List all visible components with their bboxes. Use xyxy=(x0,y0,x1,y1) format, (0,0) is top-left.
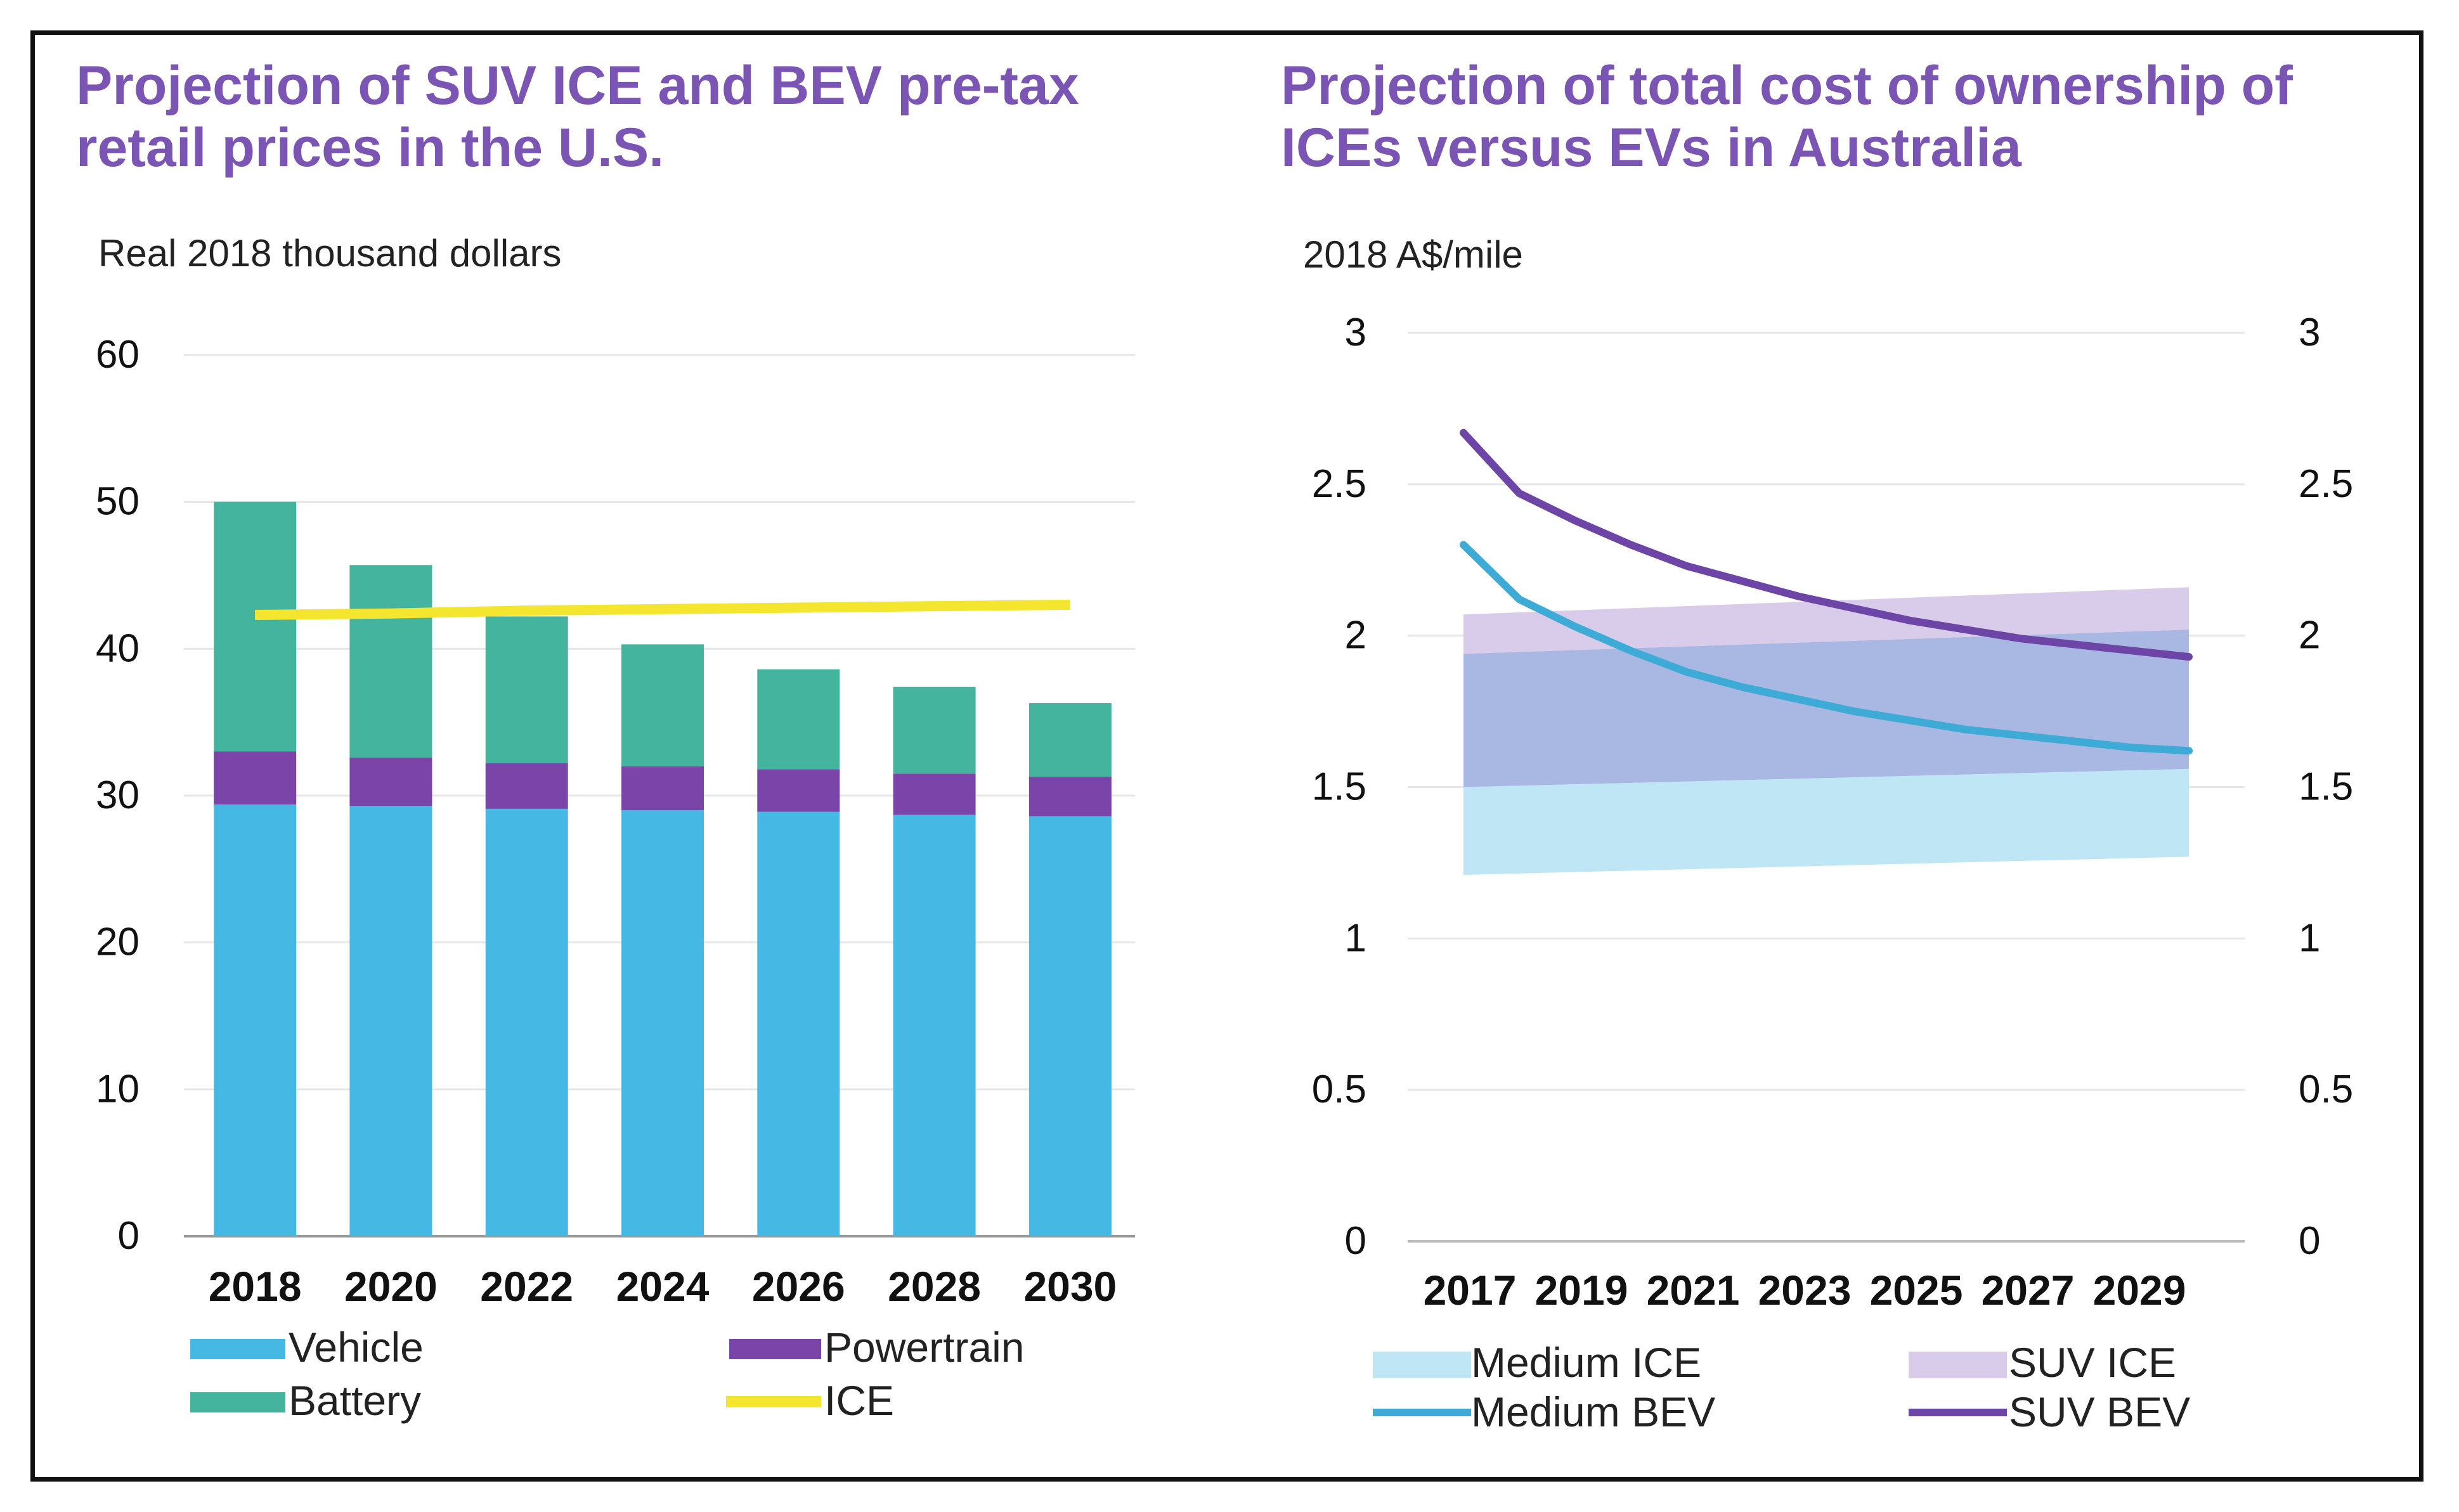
bar-segment-vehicle xyxy=(893,815,976,1236)
left-ice-line xyxy=(255,599,1070,621)
right-y-tick-label-secondary: 1.5 xyxy=(2299,765,2353,809)
left-y-tick-label: 60 xyxy=(96,333,139,377)
bar-segment-battery xyxy=(757,669,840,770)
right-y-tick-label: 3 xyxy=(1345,311,1366,354)
left-y-tick-label: 40 xyxy=(96,626,139,670)
bar-segment-vehicle xyxy=(757,811,840,1236)
right-y-tick-label: 2 xyxy=(1345,614,1366,657)
legend-label-medium-ice: Medium ICE xyxy=(1471,1339,1701,1386)
legend-label-ice: ICE xyxy=(824,1377,894,1424)
right-y-tick-label: 0 xyxy=(1345,1219,1366,1263)
bar-segment-powertrain xyxy=(214,751,297,804)
left-x-tick-label: 2024 xyxy=(616,1263,710,1310)
left-x-tick-label: 2028 xyxy=(888,1263,981,1310)
bar-segment-battery xyxy=(1028,703,1112,777)
bar-segment-vehicle xyxy=(485,808,568,1236)
right-y-ticks: 0 0.5 1 1.5 2 2.5 3 xyxy=(1312,311,1366,1263)
left-y-ticks: 0 10 20 30 40 50 60 xyxy=(96,333,139,1258)
left-x-tick-label: 2030 xyxy=(1023,1263,1117,1310)
right-x-tick-label: 2019 xyxy=(1535,1267,1628,1314)
ice-line xyxy=(255,599,1070,621)
right-x-tick-label: 2023 xyxy=(1758,1267,1852,1314)
left-y-tick-label: 20 xyxy=(96,921,139,964)
legend-swatch-medium-ice xyxy=(1373,1352,1471,1378)
bar-segment-powertrain xyxy=(757,769,840,812)
legend-swatch-ice xyxy=(726,1396,821,1407)
bar-segment-powertrain xyxy=(621,766,704,811)
left-chart-title: Projection of SUV ICE and BEV pre-tax re… xyxy=(76,55,1079,178)
right-y-tick-label-secondary: 3 xyxy=(2299,311,2320,354)
left-gridlines xyxy=(184,354,1135,1237)
right-y-tick-label: 1.5 xyxy=(1312,765,1366,809)
right-x-tick-label: 2025 xyxy=(1870,1267,1963,1314)
right-y-ticks-secondary: 0 0.5 1 1.5 2 2.5 3 xyxy=(2299,311,2353,1263)
legend-swatch-vehicle xyxy=(190,1339,285,1359)
left-x-tick-label: 2026 xyxy=(752,1263,845,1310)
right-y-tick-label-secondary: 2.5 xyxy=(2299,462,2353,506)
legend-swatch-suv-bev xyxy=(1909,1409,2007,1416)
left-legend: Vehicle Powertrain Battery ICE xyxy=(190,1324,1024,1424)
left-y-tick-label: 0 xyxy=(118,1214,139,1258)
bar-segment-vehicle xyxy=(349,806,432,1236)
bar-segment-battery xyxy=(349,565,432,758)
left-x-tick-label: 2020 xyxy=(344,1263,438,1310)
left-y-tick-label: 50 xyxy=(96,480,139,524)
left-x-ticks: 2018 2020 2022 2024 2026 2028 2030 xyxy=(209,1263,1117,1310)
bar-segment-vehicle xyxy=(1028,816,1112,1236)
legend-label-powertrain: Powertrain xyxy=(824,1324,1024,1371)
legend-swatch-suv-ice xyxy=(1909,1352,2007,1378)
left-y-tick-label: 10 xyxy=(96,1067,139,1111)
right-y-tick-label-secondary: 0.5 xyxy=(2299,1068,2353,1111)
left-y-unit-label: Real 2018 thousand dollars xyxy=(98,232,562,275)
right-y-tick-label-secondary: 0 xyxy=(2299,1219,2320,1263)
bar-segment-powertrain xyxy=(485,763,568,809)
legend-label-medium-bev: Medium BEV xyxy=(1471,1388,1715,1435)
right-lines xyxy=(1460,429,2193,755)
right-x-tick-label: 2021 xyxy=(1647,1267,1740,1314)
legend-label-battery: Battery xyxy=(289,1377,421,1424)
right-y-unit-label: 2018 A$/mile xyxy=(1303,233,1523,276)
suv-ice-band xyxy=(1463,587,2189,654)
bar-segment-battery xyxy=(485,616,568,764)
legend-label-suv-ice: SUV ICE xyxy=(2009,1339,2176,1386)
right-y-tick-label-secondary: 2 xyxy=(2299,614,2320,657)
bar-segment-powertrain xyxy=(349,757,432,806)
bar-segment-battery xyxy=(893,687,976,774)
bar-segment-powertrain xyxy=(1028,776,1112,817)
bar-segment-battery xyxy=(621,644,704,766)
right-y-tick-label-secondary: 1 xyxy=(2299,916,2320,960)
right-bands xyxy=(1463,587,2189,876)
left-bars xyxy=(214,501,1112,1236)
right-chart-title: Projection of total cost of ownership of… xyxy=(1281,55,2293,178)
right-x-tick-label: 2029 xyxy=(2093,1267,2186,1314)
bar-segment-vehicle xyxy=(214,804,297,1236)
bar-segment-powertrain xyxy=(893,773,976,815)
left-y-tick-label: 30 xyxy=(96,773,139,817)
legend-swatch-medium-bev xyxy=(1373,1409,1471,1416)
bar-segment-battery xyxy=(214,501,297,752)
left-x-tick-label: 2022 xyxy=(480,1263,573,1310)
legend-label-vehicle: Vehicle xyxy=(289,1324,424,1371)
right-y-tick-label: 1 xyxy=(1345,916,1366,960)
medium-bev-line xyxy=(1460,541,2193,755)
right-x-ticks: 2017 2019 2021 2023 2025 2027 2029 xyxy=(1424,1267,2186,1314)
legend-swatch-battery xyxy=(190,1392,285,1412)
medium-ice-band xyxy=(1463,768,2189,876)
right-legend: Medium ICE SUV ICE Medium BEV SUV BEV xyxy=(1373,1339,2190,1435)
suv-bev-line xyxy=(1460,429,2193,661)
legend-swatch-powertrain xyxy=(729,1339,821,1359)
legend-label-suv-bev: SUV BEV xyxy=(2009,1388,2190,1435)
bar-segment-vehicle xyxy=(621,810,704,1236)
left-x-tick-label: 2018 xyxy=(209,1263,302,1310)
right-x-tick-label: 2017 xyxy=(1424,1267,1517,1314)
right-x-tick-label: 2027 xyxy=(1982,1267,2075,1314)
right-y-tick-label: 2.5 xyxy=(1312,462,1366,506)
right-y-tick-label: 0.5 xyxy=(1312,1068,1366,1111)
